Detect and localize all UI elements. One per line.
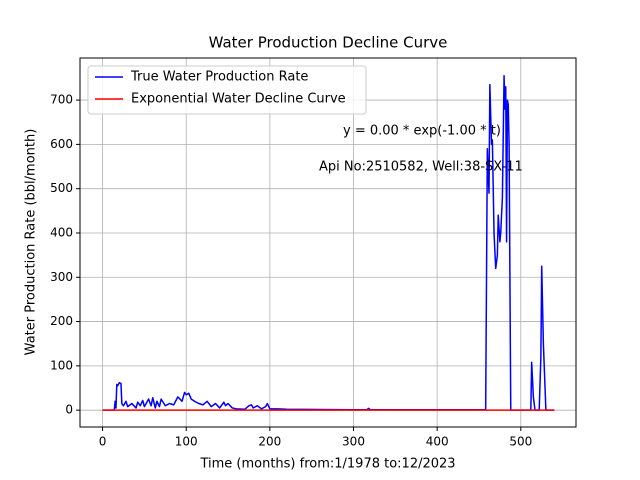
data-line: [102, 74, 555, 411]
annotation: y = 0.00 * exp(-1.00 * t): [343, 124, 501, 139]
plot-lines: [102, 74, 555, 411]
x-tick-label: 500: [509, 435, 532, 449]
y-tick-label: 0: [65, 403, 73, 417]
y-tick-label: 200: [50, 314, 73, 328]
y-tick-label: 300: [50, 270, 73, 284]
legend-label: True Water Production Rate: [130, 70, 308, 85]
legend-box: [87, 65, 367, 115]
x-tick-label: 0: [99, 435, 107, 449]
legend-label: Exponential Water Decline Curve: [131, 92, 346, 107]
legend: True Water Production Rate Exponential Wa…: [87, 65, 367, 115]
x-tick-label: 400: [426, 435, 449, 449]
y-axis-label: Water Production Rate (bbl/month): [24, 129, 39, 356]
y-tick-label: 600: [50, 137, 73, 151]
annotation: Api No:2510582, Well:38-SX-11: [319, 160, 523, 175]
x-tick-label: 300: [342, 435, 365, 449]
x-tick-label: 100: [175, 435, 198, 449]
y-tick-label: 500: [50, 181, 73, 195]
y-tick-label: 700: [50, 93, 73, 107]
y-tick-label: 100: [50, 358, 73, 372]
y-tick-label: 400: [50, 225, 73, 239]
plot-frame: [79, 57, 577, 428]
chart-title: Water Production Decline Curve: [209, 34, 448, 52]
x-axis-label: Time (months) from:1/1978 to:12/2023: [199, 457, 455, 472]
x-tick-label: 200: [258, 435, 281, 449]
